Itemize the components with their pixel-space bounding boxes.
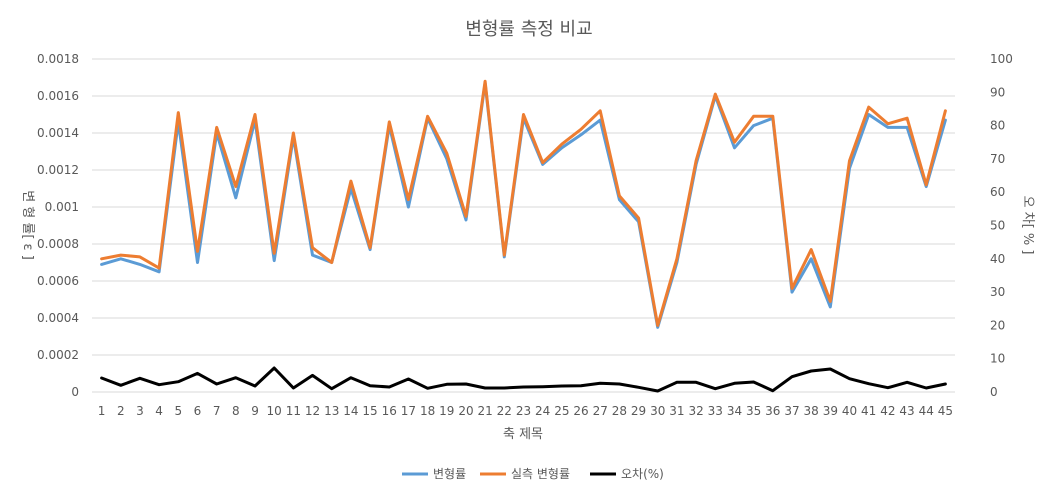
right-tick-label: 90 bbox=[990, 85, 1005, 99]
x-tick-label: 34 bbox=[727, 404, 742, 418]
right-tick-label: 30 bbox=[990, 285, 1005, 299]
left-tick-label: 0 bbox=[71, 385, 79, 399]
chart-title: 변형률 측정 비교 bbox=[465, 19, 592, 40]
left-axis-label: 변 형 률[ ε ] bbox=[20, 190, 35, 260]
left-tick-label: 0.0018 bbox=[37, 52, 79, 66]
x-tick-label: 25 bbox=[554, 404, 569, 418]
x-tick-label: 27 bbox=[593, 404, 608, 418]
x-tick-label: 3 bbox=[136, 404, 144, 418]
x-tick-label: 40 bbox=[842, 404, 857, 418]
x-tick-label: 33 bbox=[708, 404, 723, 418]
x-tick-label: 13 bbox=[324, 404, 339, 418]
left-tick-label: 0.0006 bbox=[37, 274, 79, 288]
x-tick-label: 36 bbox=[765, 404, 780, 418]
x-tick-label: 6 bbox=[194, 404, 202, 418]
x-tick-label: 20 bbox=[458, 404, 473, 418]
x-tick-label: 18 bbox=[420, 404, 435, 418]
x-tick-label: 4 bbox=[155, 404, 163, 418]
left-tick-label: 0.0004 bbox=[37, 311, 79, 325]
right-axis-ticks: 0 10 20 30 40 50 60 70 80 90 100 bbox=[990, 52, 1013, 399]
x-tick-label: 14 bbox=[343, 404, 358, 418]
series-lines bbox=[100, 79, 947, 393]
x-tick-label: 28 bbox=[612, 404, 627, 418]
left-tick-label: 0.0012 bbox=[37, 163, 79, 177]
gridlines bbox=[92, 58, 955, 356]
x-tick-label: 29 bbox=[631, 404, 646, 418]
x-tick-label: 43 bbox=[899, 404, 914, 418]
left-tick-label: 0.0002 bbox=[37, 348, 79, 362]
x-tick-label: 32 bbox=[688, 404, 703, 418]
x-axis-label: 축 제목 bbox=[503, 427, 543, 442]
x-tick-label: 9 bbox=[251, 404, 259, 418]
legend-label: 오차(%) bbox=[621, 467, 664, 481]
x-tick-label: 21 bbox=[478, 404, 493, 418]
x-tick-label: 2 bbox=[117, 404, 125, 418]
x-tick-label: 10 bbox=[267, 404, 282, 418]
x-tick-label: 41 bbox=[861, 404, 876, 418]
x-tick-label: 35 bbox=[746, 404, 761, 418]
x-tick-label: 7 bbox=[213, 404, 221, 418]
x-tick-label: 37 bbox=[784, 404, 799, 418]
right-tick-label: 80 bbox=[990, 119, 1005, 133]
x-tick-label: 44 bbox=[919, 404, 934, 418]
x-tick-label: 31 bbox=[669, 404, 684, 418]
right-tick-label: 60 bbox=[990, 185, 1005, 199]
legend-label: 변형률 bbox=[433, 467, 466, 481]
x-tick-label: 24 bbox=[535, 404, 550, 418]
x-tick-label: 42 bbox=[880, 404, 895, 418]
x-tick-label: 11 bbox=[286, 404, 301, 418]
x-tick-label: 30 bbox=[650, 404, 665, 418]
right-axis-label: 오 차[ % ] bbox=[1020, 196, 1035, 255]
right-tick-label: 40 bbox=[990, 252, 1005, 266]
left-tick-label: 0.0016 bbox=[37, 89, 79, 103]
right-tick-label: 0 bbox=[990, 385, 998, 399]
legend-label: 실측 변형률 bbox=[511, 467, 570, 481]
x-tick-label: 38 bbox=[804, 404, 819, 418]
x-tick-label: 1 bbox=[98, 404, 106, 418]
x-tick-label: 23 bbox=[516, 404, 531, 418]
right-tick-label: 100 bbox=[990, 52, 1013, 66]
legend: 변형률 실측 변형률 오차(%) bbox=[402, 467, 664, 481]
series-line bbox=[100, 79, 947, 327]
x-tick-label: 45 bbox=[938, 404, 953, 418]
x-axis-ticks: 1 2 3 4 5 6 7 8 9 10 11 12 13 14 15 16 17 18 19 20 21 22 23 24 2… bbox=[98, 404, 953, 418]
x-tick-label: 16 bbox=[382, 404, 397, 418]
x-tick-label: 22 bbox=[497, 404, 512, 418]
x-tick-label: 39 bbox=[823, 404, 838, 418]
x-tick-label: 5 bbox=[174, 404, 182, 418]
x-tick-label: 8 bbox=[232, 404, 240, 418]
series-line-error bbox=[100, 366, 947, 393]
left-axis-ticks: 0 0.0002 0.0004 0.0006 0.0008 0.001 0.0012 0.00… bbox=[37, 52, 79, 399]
left-tick-label: 0.0008 bbox=[37, 237, 79, 251]
right-tick-label: 50 bbox=[990, 219, 1005, 233]
left-tick-label: 0.0014 bbox=[37, 126, 79, 140]
x-tick-label: 17 bbox=[401, 404, 416, 418]
x-tick-label: 19 bbox=[439, 404, 454, 418]
x-tick-label: 26 bbox=[573, 404, 588, 418]
right-tick-label: 20 bbox=[990, 318, 1005, 332]
left-tick-label: 0.001 bbox=[45, 200, 79, 214]
right-tick-label: 10 bbox=[990, 352, 1005, 366]
x-tick-label: 12 bbox=[305, 404, 320, 418]
x-tick-label: 15 bbox=[362, 404, 377, 418]
right-tick-label: 70 bbox=[990, 152, 1005, 166]
